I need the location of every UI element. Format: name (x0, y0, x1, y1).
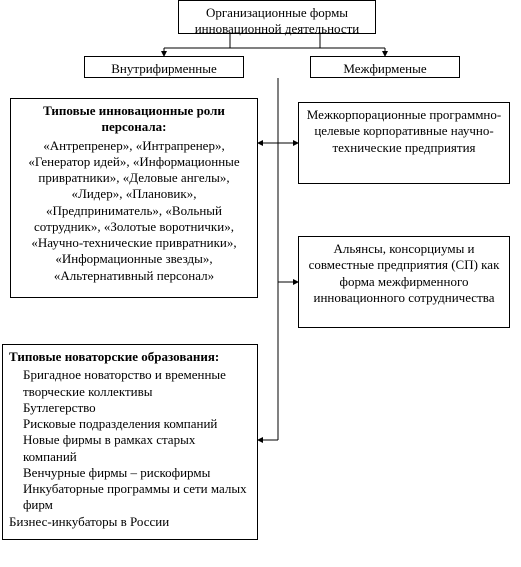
list-item: Венчурные фирмы – рискофирмы (9, 465, 251, 481)
left-box-formations-title: Типовые новаторские образования: (9, 349, 251, 365)
right-box-2-text: Альянсы, консорциумы и совместные предпр… (309, 241, 500, 305)
list-item: Инкубаторные программы и сети малых фирм (9, 481, 251, 514)
left-branch-text: Внутрифирменные (111, 61, 217, 76)
list-item: Новые фирмы в рамках старых компаний (9, 432, 251, 465)
list-item: Бутлегерство (9, 400, 251, 416)
right-branch-text: Межфирменые (343, 61, 426, 76)
list-item: Рисковые подразделения компаний (9, 416, 251, 432)
left-box-formations-body: Бригадное новаторство и временные творче… (9, 367, 251, 530)
right-box-2: Альянсы, консорциумы и совместные предпр… (298, 236, 510, 328)
root-text: Организационные формы инновационной деят… (195, 5, 360, 36)
right-branch-label: Межфирменые (310, 56, 460, 78)
root-box: Организационные формы инновационной деят… (178, 0, 376, 34)
diagram-canvas: Организационные формы инновационной деят… (0, 0, 521, 567)
left-box-formations: Типовые новаторские образования: Бригадн… (2, 344, 258, 540)
left-branch-label: Внутрифирменные (84, 56, 244, 78)
left-box-roles: Типовые инновационные роли персонала: «А… (10, 98, 258, 298)
list-item: Бизнес-инкубаторы в России (9, 514, 251, 530)
list-item: Бригадное новаторство и временные творче… (9, 367, 251, 400)
right-box-1: Межкорпорационные программно-целевые кор… (298, 102, 510, 184)
left-box-roles-body: «Антрепренер», «Интрапренер», «Генератор… (17, 138, 251, 284)
left-box-roles-title: Типовые инновационные роли персонала: (17, 103, 251, 136)
right-box-1-text: Межкорпорационные программно-целевые кор… (307, 107, 501, 155)
